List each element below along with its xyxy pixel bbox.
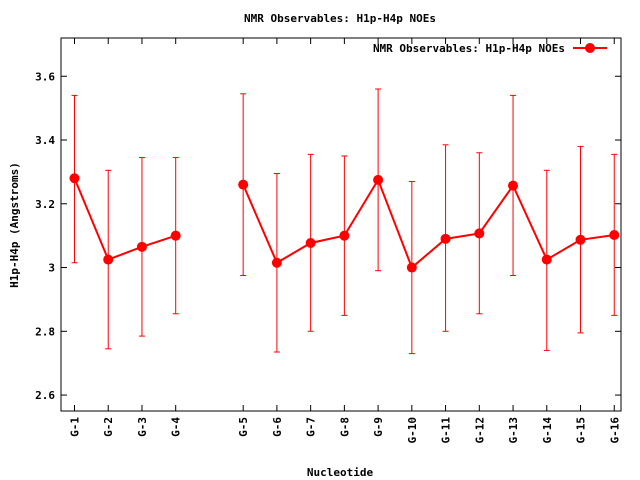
error-bars [71,88,618,355]
y-tick-label: 3.4 [35,134,55,147]
legend-marker [585,43,595,53]
y-axis-label: H1p-H4p (Angstroms) [8,162,21,288]
data-point [170,230,181,241]
x-tick-label: G-13 [507,417,520,444]
data-point [440,233,451,244]
x-tick-label: G-6 [271,417,284,437]
x-tick-label: G-11 [440,417,453,444]
data-point [609,230,620,241]
series-lines [73,177,615,270]
y-tick-label: 3.6 [35,70,55,83]
data-point [69,173,80,184]
legend-label: NMR Observables: H1p-H4p NOEs [373,42,565,55]
data-point [575,234,586,245]
x-axis: G-1 G-2 G-3 G-4 G-5 G-6 G-7 G-8 G-9 G-10 G-11 G-12 G… [68,38,621,444]
x-axis-label: Nucleotide [307,466,374,479]
plot-frame [60,37,622,412]
y-axis: 2.6 2.8 3 3.2 3.4 3.6 [35,70,621,402]
series-line [242,177,615,270]
chart-title: NMR Observables: H1p-H4p NOEs [244,12,436,25]
data-point [339,230,350,241]
x-tick-label: G-4 [170,417,183,437]
y-tick-label: 3.2 [35,198,55,211]
x-tick-label: G-7 [305,417,318,437]
x-tick-label: G-5 [237,417,250,437]
data-point [406,262,417,273]
x-tick-label: G-9 [372,417,385,437]
y-tick-label: 3 [48,262,55,275]
data-point [474,228,485,239]
data-point [305,237,316,248]
data-point [238,179,249,190]
data-points [69,173,620,273]
x-tick-label: G-3 [136,417,149,437]
x-tick-label: G-10 [406,417,419,444]
x-tick-label: G-15 [575,417,588,444]
data-point [541,254,552,265]
x-tick-label: G-14 [541,417,554,444]
x-tick-label: G-12 [473,417,486,444]
legend: NMR Observables: H1p-H4p NOEs [373,42,607,55]
data-point [271,257,282,268]
y-tick-label: 2.6 [35,389,55,402]
y-tick-label: 2.8 [35,325,55,338]
data-point [508,180,519,191]
data-point [103,254,114,265]
x-tick-label: G-16 [608,417,621,444]
data-point [373,174,384,185]
x-tick-label: G-1 [68,417,81,437]
series-line [73,177,177,261]
data-point [136,241,147,252]
x-tick-label: G-8 [338,417,351,437]
x-tick-label: G-2 [102,417,115,437]
